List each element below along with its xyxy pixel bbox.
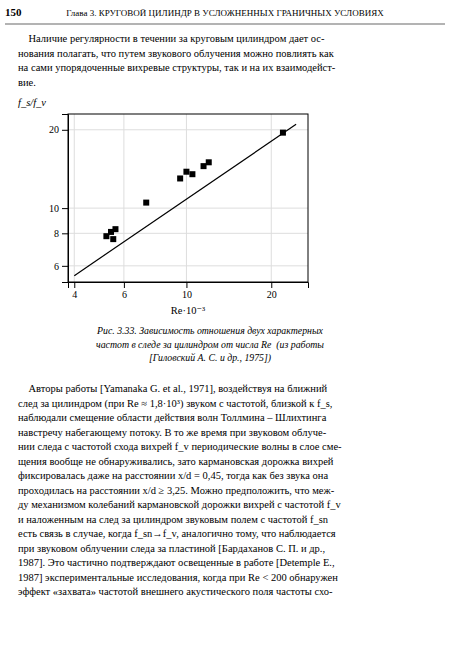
grid-line-x	[186, 114, 187, 282]
body-line: 1987]. Это частично подтверждают освещен…	[18, 557, 335, 568]
page-number: 150	[5, 6, 22, 18]
x-tick-label: 6	[122, 289, 127, 300]
plot: 4 6 10 20 6 8 10 20	[49, 114, 309, 300]
point	[110, 236, 116, 242]
grid-line-y	[68, 265, 308, 266]
point	[177, 175, 183, 181]
y-tick-label: 8	[54, 228, 59, 239]
body-line: ду механизмом колебаний кармановской дор…	[18, 499, 341, 510]
body-line: навстречу набегающему потоку. В то же вр…	[18, 427, 327, 438]
y-tick: 8	[54, 228, 68, 239]
intro-line: нования полагать, что путем звукового об…	[18, 48, 335, 59]
caption-line: частот в следе за цилиндром от числа Re …	[96, 339, 324, 351]
y-tick-label: 20	[49, 124, 59, 135]
x-axis: 4 6 10 20	[69, 282, 309, 300]
grid-line-x	[123, 114, 124, 282]
body-line: щения вообще не обнаруживались, зато кар…	[18, 456, 334, 467]
point	[112, 226, 118, 232]
grid-line-y	[68, 208, 308, 209]
y-tick-label: 10	[49, 203, 59, 214]
y-tick-mark	[62, 266, 68, 267]
body-line: проходилась на расстоянии x/d ≥ 3,25. Мо…	[18, 485, 335, 496]
grid	[68, 114, 308, 282]
x-tick: 4	[72, 282, 77, 300]
y-tick: 10	[49, 203, 68, 214]
marks	[74, 124, 296, 275]
y-tick: 6	[54, 261, 68, 272]
x-tick-mark	[74, 282, 75, 288]
y-tick-label: 6	[54, 261, 59, 272]
point	[183, 169, 189, 175]
body-line: 1987] экспериментальные исследования, ко…	[18, 572, 338, 583]
point	[201, 163, 207, 169]
trend-line	[74, 124, 296, 275]
body-line: фиксировалась даже на расстоянии x/d = 0…	[18, 470, 328, 481]
y-tick-mark	[62, 208, 68, 209]
point	[206, 159, 212, 165]
x-tick-mark	[271, 282, 272, 288]
intro-line: на сами упорядоченные вихревые структуры…	[18, 62, 336, 73]
y-axis: 6 8 10 20	[49, 115, 69, 283]
x-tick-label: 20	[267, 289, 277, 300]
x-tick: 6	[122, 282, 127, 300]
intro-line: вие.	[18, 77, 36, 88]
plot-frame	[68, 114, 308, 282]
x-tick-label: 4	[72, 289, 77, 300]
y-axis-label: f_s/f_v	[18, 97, 46, 108]
body-line: след за цилиндром (при Re ≈ 1,8·10³) зву…	[18, 398, 332, 410]
x-axis-label: Re·10⁻³	[171, 305, 205, 316]
page: 150 Глава 3. КРУГОВОЙ ЦИЛИНДР В УСЛОЖНЕНН…	[0, 0, 450, 652]
x-axis-line	[69, 283, 309, 289]
body-line: нии следа с частотой схода вихрей f_v пе…	[18, 441, 342, 452]
body-line: есть связь в случае, когда f_sn→f_v, ана…	[18, 528, 336, 539]
x-tick-mark	[124, 282, 125, 288]
x-tick-mark	[186, 282, 187, 288]
x-tick-label: 10	[182, 289, 192, 300]
y-tick: 20	[49, 124, 68, 135]
grid-line-x	[271, 114, 272, 282]
header-text: Глава 3. КРУГОВОЙ ЦИЛИНДР В УСЛОЖНЕННЫХ …	[66, 8, 384, 18]
body-line: Авторы работы [Yamanaka G. et al., 1971]…	[18, 383, 328, 394]
header-rule	[5, 24, 445, 25]
intro-line: Наличие регулярности в течении за кругов…	[18, 33, 325, 44]
body-line: эффект «захвата» частотой внешнего акуст…	[18, 586, 333, 597]
point	[143, 200, 149, 206]
caption-line: Рис. 3.33. Зависимость отношения двух ха…	[96, 325, 323, 336]
y-tick-mark	[62, 130, 68, 131]
y-tick-mark	[62, 233, 68, 234]
x-tick: 20	[267, 282, 277, 300]
grid-line-y	[68, 129, 308, 130]
point	[189, 171, 195, 177]
body-line: наблюдали смещение области действия волн…	[18, 412, 327, 423]
grid-line-x	[74, 114, 75, 282]
caption-line: [Гиловский А. С. и др., 1975])	[149, 352, 271, 364]
body-line: при звуковом облучении следа за пластино…	[18, 543, 325, 554]
y-axis-line	[62, 115, 69, 283]
x-tick: 10	[182, 282, 192, 300]
body-line: и наложенным на след за цилиндром звуков…	[18, 514, 329, 525]
